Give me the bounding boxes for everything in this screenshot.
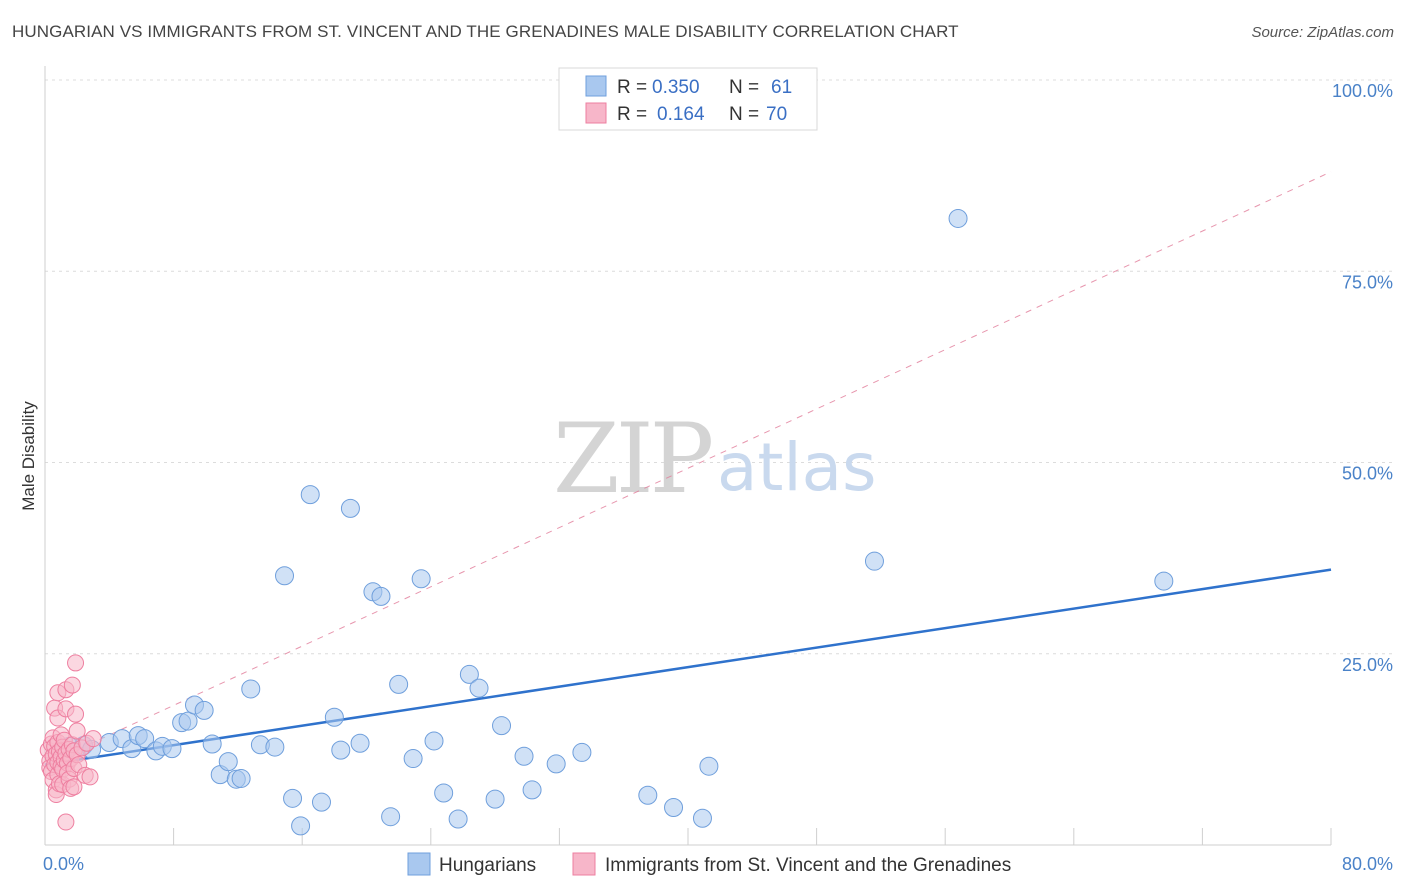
- legend-r-value-1: 0.164: [657, 104, 705, 125]
- legend-n-value-1: 70: [766, 104, 787, 125]
- y-tick-label-3: 100.0%: [1332, 81, 1393, 101]
- bottom-legend-label-immigrants: Immigrants from St. Vincent and the Gren…: [605, 855, 1011, 876]
- hungarians-point-7: [135, 729, 155, 749]
- hungarians-point-55: [1154, 571, 1174, 591]
- bottom-legend-swatch-hungarians: [407, 852, 431, 876]
- trend-line-immigrants: [44, 171, 1332, 766]
- hungarians-point-52: [699, 756, 719, 776]
- bottom-legend-label-hungarians: Hungarians: [439, 855, 536, 876]
- hungarians-points: [59, 208, 1174, 836]
- hungarians-point-28: [324, 707, 344, 727]
- hungarians-point-12: [178, 711, 198, 731]
- hungarians-point-48: [572, 742, 592, 762]
- y-axis-title: Male Disability: [19, 401, 38, 511]
- bottom-legend: Hungarians Immigrants from St. Vincent a…: [407, 852, 1011, 876]
- legend-r-value-0: 0.350: [652, 77, 700, 98]
- hungarians-point-17: [218, 752, 238, 772]
- hungarians-point-41: [459, 664, 479, 684]
- hungarians-point-14: [194, 700, 214, 720]
- immigrants-point-53: [84, 730, 102, 748]
- immigrants-point-45: [67, 654, 85, 672]
- y-tick-labels: 25.0% 50.0% 75.0% 100.0%: [1332, 81, 1393, 675]
- hungarians-point-43: [485, 789, 505, 809]
- axes: [44, 66, 1332, 846]
- hungarians-point-31: [350, 733, 370, 753]
- hungarians-point-38: [424, 731, 444, 751]
- immigrants-point-39: [63, 676, 81, 694]
- hungarians-point-34: [381, 807, 401, 827]
- legend-r-label-1: R =: [617, 104, 647, 125]
- hungarians-point-33: [371, 586, 391, 606]
- immigrants-point-43: [65, 778, 83, 796]
- y-tick-label-1: 50.0%: [1342, 464, 1393, 484]
- hungarians-point-25: [291, 816, 311, 836]
- immigrants-points: [39, 654, 102, 831]
- hungarians-point-40: [448, 809, 468, 829]
- y-tick-label-0: 25.0%: [1342, 655, 1393, 675]
- bottom-legend-swatch-immigrants: [572, 852, 596, 876]
- legend-swatch-hungarians: [585, 75, 607, 97]
- hungarians-point-23: [275, 566, 295, 586]
- hungarians-point-51: [692, 808, 712, 828]
- legend-n-value-0: 61: [771, 77, 792, 98]
- x-tick-label-1: 80.0%: [1342, 854, 1393, 874]
- legend-n-label-0: N =: [729, 77, 759, 98]
- watermark-atlas: atlas: [717, 429, 877, 506]
- hungarians-point-35: [389, 674, 409, 694]
- trend-lines: [44, 171, 1332, 766]
- hungarians-point-46: [522, 780, 542, 800]
- y-tick-label-2: 75.0%: [1342, 272, 1393, 292]
- hungarians-point-36: [403, 749, 423, 769]
- trend-line-hungarians: [44, 568, 1332, 766]
- x-tick-label-0: 0.0%: [43, 854, 84, 874]
- hungarians-point-42: [469, 678, 489, 698]
- hungarians-point-10: [162, 739, 182, 759]
- hungarians-point-44: [492, 716, 512, 736]
- legend-r-label-0: R =: [617, 77, 647, 98]
- grid-lines: [45, 79, 1393, 655]
- hungarians-point-19: [231, 768, 251, 788]
- immigrants-point-46: [68, 722, 86, 740]
- hungarians-point-27: [311, 792, 331, 812]
- chart-source: Source: ZipAtlas.com: [1251, 24, 1394, 41]
- watermark-zip: ZIP: [553, 403, 712, 515]
- hungarians-point-15: [202, 734, 222, 754]
- legend-swatch-immigrants: [585, 102, 607, 124]
- top-legend: R = 0.350 N = 61 R = 0.164 N = 70: [558, 67, 818, 131]
- legend-n-label-1: N =: [729, 104, 759, 125]
- immigrants-point-44: [67, 705, 85, 723]
- hungarians-point-53: [864, 551, 884, 571]
- hungarians-point-24: [283, 788, 303, 808]
- immigrants-point-29: [57, 813, 75, 831]
- hungarians-point-47: [546, 754, 566, 774]
- hungarians-point-50: [664, 798, 684, 818]
- hungarians-point-49: [638, 785, 658, 805]
- watermark: ZIP atlas: [553, 403, 877, 515]
- hungarians-point-26: [300, 485, 320, 505]
- hungarians-point-39: [434, 783, 454, 803]
- hungarians-point-54: [948, 208, 968, 228]
- chart-title: HUNGARIAN VS IMMIGRANTS FROM ST. VINCENT…: [12, 22, 959, 41]
- hungarians-point-22: [265, 737, 285, 757]
- hungarians-point-30: [340, 498, 360, 518]
- x-tick-labels: 0.0% 80.0%: [43, 854, 1393, 874]
- hungarians-point-45: [514, 746, 534, 766]
- hungarians-point-37: [411, 569, 431, 589]
- hungarians-point-20: [241, 679, 261, 699]
- hungarians-point-29: [331, 740, 351, 760]
- immigrants-point-52: [81, 768, 99, 786]
